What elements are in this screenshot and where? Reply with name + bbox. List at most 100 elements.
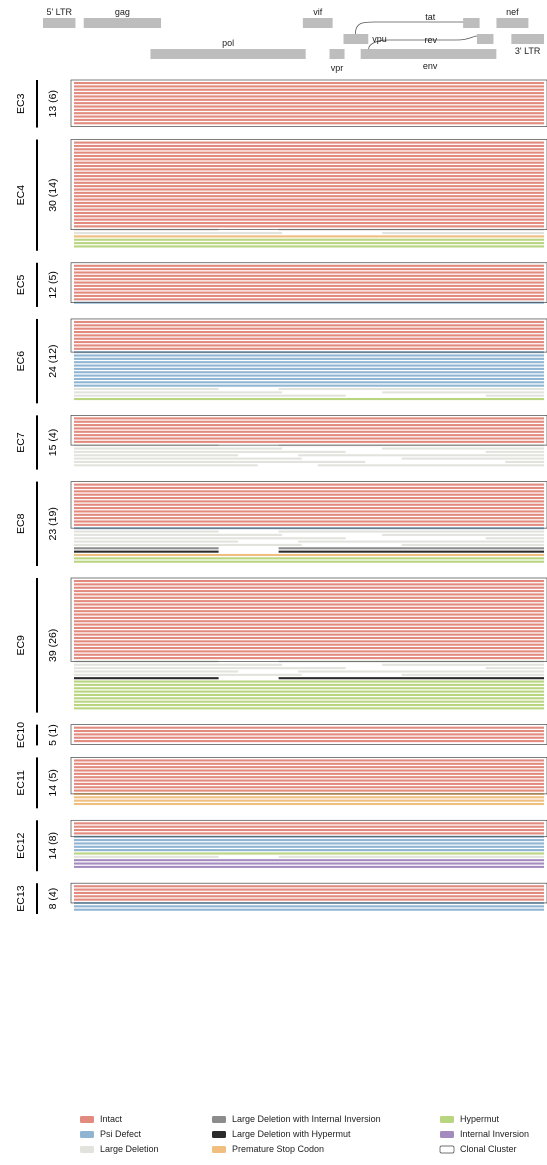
provirus-row [74,895,544,898]
provirus-row [74,560,544,563]
provirus-row [74,331,544,334]
provirus-row [74,829,544,832]
provirus-row [74,371,544,374]
provirus-row [74,726,544,729]
gene-vpr-label: vpr [331,63,344,73]
provirus-row [74,550,219,553]
provirus-row [74,839,544,842]
legend-label: Clonal Cluster [460,1144,517,1154]
group-ec7: EC7 15 (4) [15,415,547,470]
provirus-row [74,201,544,204]
provirus-row [74,291,544,294]
gene-env-bar [363,49,497,59]
provirus-row [74,606,544,609]
provirus-row [74,334,544,337]
gene-rev-label: rev [425,35,438,45]
provirus-row [74,381,544,384]
provirus-row [74,235,544,238]
provirus-row [382,391,544,394]
group-name: EC7 [15,432,27,453]
provirus-row [74,762,544,765]
provirus-row [74,281,544,284]
provirus-row [74,779,544,782]
provirus-row [74,464,258,467]
provirus-row [74,657,544,660]
provirus-row [74,653,544,656]
provirus-row [74,852,544,855]
provirus-row [74,888,544,891]
provirus-row [74,271,544,274]
provirus-row [382,447,544,450]
gene-5-ltr-label: 5' LTR [46,7,72,17]
provirus-row [74,191,544,194]
group-ec13: EC13 8 (4) [15,882,547,914]
group-ec11: EC11 14 (5) [15,757,547,809]
provirus-row [485,394,544,397]
provirus-row [74,288,544,291]
provirus-row [382,663,544,666]
group-count: 23 (19) [47,507,59,540]
provirus-row [278,387,544,391]
provirus-row [278,547,544,550]
provirus-row [401,543,544,546]
provirus-row [485,450,544,453]
provirus-row [74,88,544,91]
provirus-row [74,457,302,460]
legend-label: Internal Inversion [460,1129,529,1139]
provirus-row [74,680,544,683]
provirus-row [382,232,544,235]
gene-tat-label: tat [425,12,436,22]
provirus-row [74,327,544,330]
provirus-row [74,513,544,516]
provirus-row [74,85,544,88]
provirus-row [74,580,544,583]
gene-nef-label: nef [506,7,519,17]
group-name: EC9 [15,635,27,656]
clonal-cluster-box [70,139,547,231]
provirus-row [74,859,544,862]
provirus-row [74,364,544,367]
provirus-row [74,205,544,208]
provirus-row [74,825,544,828]
provirus-row [74,324,544,327]
provirus-row [74,208,544,211]
provirus-row [74,626,544,629]
provirus-row [74,497,544,500]
provirus-row [74,384,544,387]
provirus-row [74,697,544,700]
provirus-row [74,596,544,599]
provirus-row [74,636,544,640]
provirus-row [74,354,544,357]
provirus-row [74,908,544,911]
provirus-row [74,175,544,178]
provirus-row [74,347,544,350]
group-count: 24 (12) [47,345,59,378]
provirus-row [74,122,544,125]
gene-nef-bar [496,18,529,28]
legend-item-large-del-inv: Large Deletion with Internal Inversion [212,1114,381,1124]
provirus-row [74,796,544,799]
provirus-row [74,454,239,457]
provirus-row [74,700,544,703]
legend-label: Large Deletion with Hypermut [232,1129,351,1139]
provirus-row [74,486,544,490]
provirus-row [74,430,544,433]
provirus-row [74,832,544,835]
provirus-row [74,613,544,616]
provirus-row [505,460,544,463]
provirus-row [74,268,544,271]
provirus-row [74,391,283,394]
provirus-row [74,782,544,785]
provirus-row [278,530,544,533]
provirus-row [74,417,544,420]
provirus-row [74,483,544,486]
provirus-row [74,493,544,496]
provirus-row [74,341,544,344]
group-name: EC5 [15,274,27,295]
provirus-row [485,667,544,670]
provirus-row [74,232,283,235]
provirus-row [74,802,544,806]
legend-label: Large Deletion with Internal Inversion [232,1114,381,1124]
provirus-row [74,640,544,643]
group-ec12: EC12 14 (8) [15,819,547,872]
